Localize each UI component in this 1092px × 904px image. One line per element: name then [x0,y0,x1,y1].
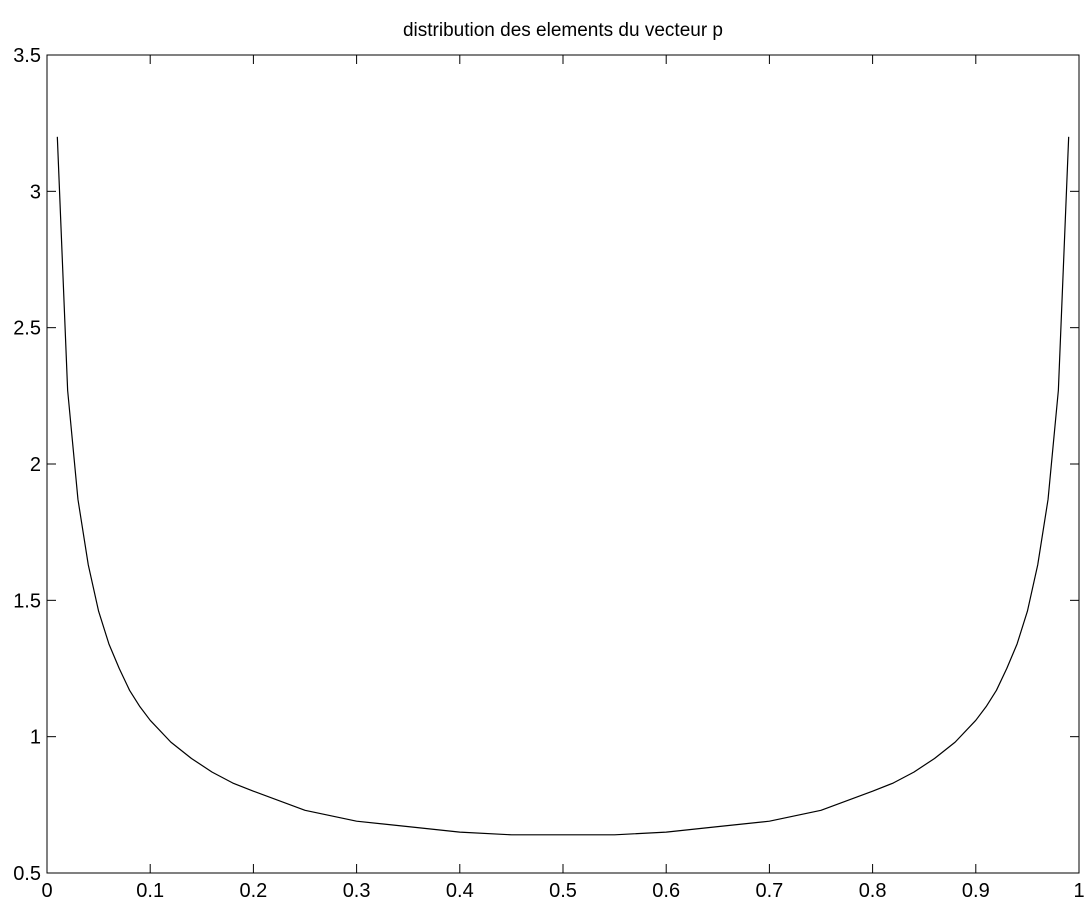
y-tick-label: 2 [30,454,41,476]
y-tick-label: 3.5 [13,45,41,67]
y-tick-label: 3 [30,181,41,203]
x-tick-label: 0.9 [962,880,990,902]
x-tick-label: 0.4 [446,880,474,902]
axes-frame [46,54,1080,874]
plot-area: 0 0.1 0.2 0.3 0.4 0.5 0.6 0.7 0.8 0.9 1 0.5 1 1.5 2 2.5… [13,45,1084,902]
x-tick-label: 0.6 [652,880,680,902]
x-tick-label: 0.2 [239,880,267,902]
x-tick-label: 0 [41,880,52,902]
x-tick-label: 0.5 [549,880,577,902]
chart-title: distribution des elements du vecteur p [403,20,723,41]
x-tick-label: 0.7 [755,880,783,902]
y-tick-label: 1.5 [13,590,41,612]
y-tick-label: 2.5 [13,318,41,340]
y-tick-label: 0.5 [13,863,41,885]
x-tick-label: 0.1 [136,880,164,902]
x-tick-label: 1 [1073,880,1084,902]
x-tick-label: 0.8 [859,880,887,902]
y-tick-label: 1 [30,727,41,749]
series-line [56,136,1070,836]
x-tick-label: 0.3 [343,880,371,902]
